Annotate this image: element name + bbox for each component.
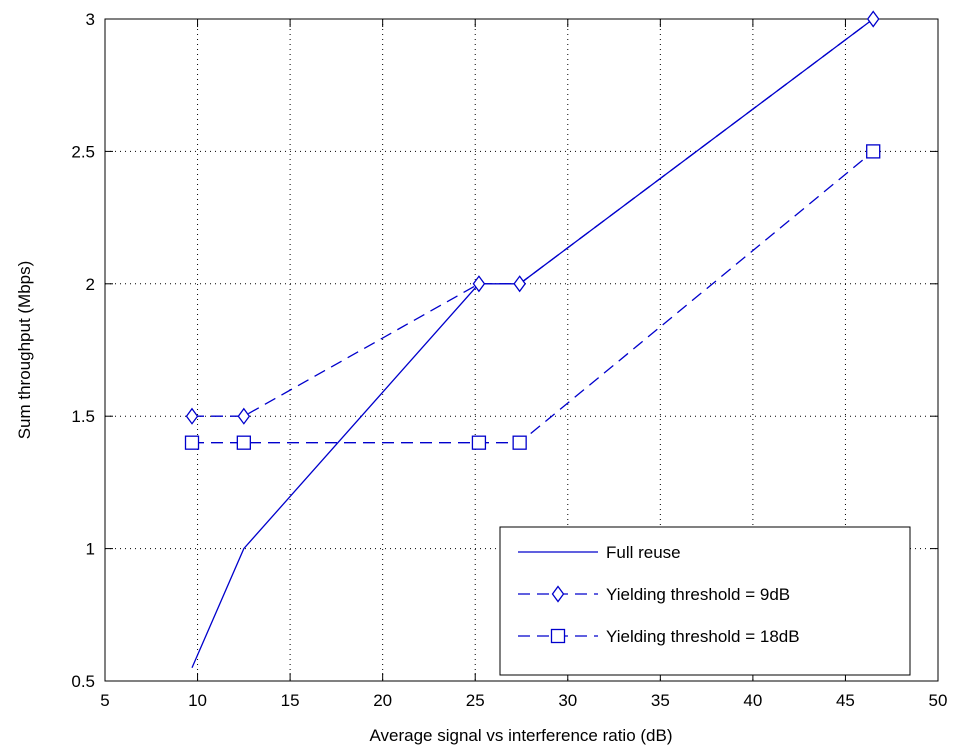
- grid: [105, 19, 938, 681]
- x-tick-label: 35: [651, 691, 670, 710]
- data-point-marker: [237, 407, 251, 425]
- data-point-marker: [185, 407, 199, 425]
- legend-entry-label: Full reuse: [606, 543, 681, 562]
- x-axis-label: Average signal vs interference ratio (dB…: [369, 726, 672, 745]
- legend-swatch-marker: [551, 585, 565, 603]
- x-tick-label: 5: [100, 691, 109, 710]
- x-tick-label: 45: [836, 691, 855, 710]
- x-tick-label: 25: [466, 691, 485, 710]
- legend-swatch-marker: [550, 628, 566, 644]
- y-tick-label: 3: [86, 10, 95, 29]
- x-tick-label: 50: [929, 691, 948, 710]
- legend-entry-label: Yielding threshold = 9dB: [606, 585, 790, 604]
- series-markers: [184, 10, 881, 450]
- data-point-marker: [513, 275, 526, 293]
- data-point-marker: [236, 435, 251, 450]
- y-axis-label: Sum throughput (Mbps): [15, 261, 34, 440]
- y-tick-label: 2.5: [71, 142, 95, 161]
- y-tick-label: 2: [86, 275, 95, 294]
- x-tick-label: 10: [188, 691, 207, 710]
- legend-entry-label: Yielding threshold = 18dB: [606, 627, 800, 646]
- data-point-marker: [472, 275, 486, 293]
- legend: Full reuse Yielding threshold = 9dB Yieldi…: [499, 526, 911, 676]
- x-tick-label: 15: [281, 691, 300, 710]
- y-tick-label: 1.5: [71, 407, 95, 426]
- plot-frame: [104, 18, 939, 682]
- data-point-marker: [471, 435, 487, 450]
- data-point-marker: [184, 435, 200, 450]
- data-point-marker: [866, 144, 881, 159]
- y-tick-label: 1: [86, 540, 95, 559]
- x-tick-label: 30: [558, 691, 577, 710]
- data-point-marker: [866, 10, 880, 28]
- data-point-marker: [512, 435, 527, 450]
- y-tick-label: 0.5: [71, 672, 95, 691]
- axis-ticks: 5 10 15 20 25 30 35 40 45 50 0.5 1 1.5 2 2.5 3: [71, 10, 947, 710]
- x-tick-label: 40: [743, 691, 762, 710]
- x-tick-label: 20: [373, 691, 392, 710]
